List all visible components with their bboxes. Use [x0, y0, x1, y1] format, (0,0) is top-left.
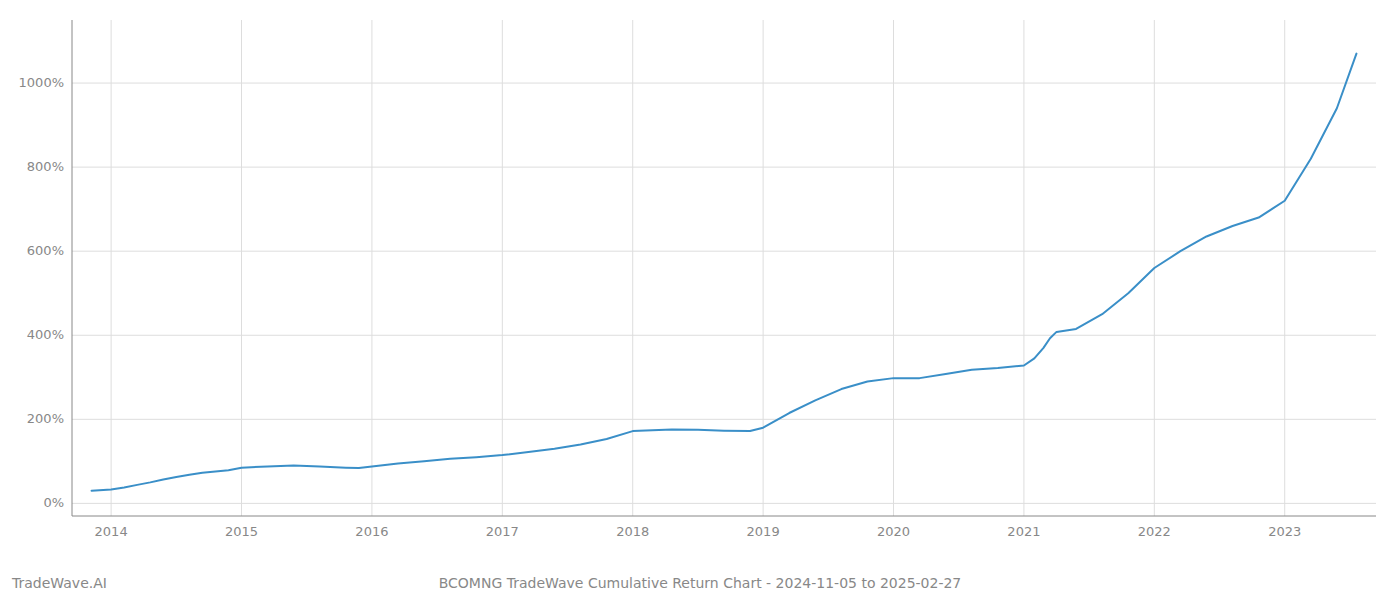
x-grid-line — [1284, 20, 1285, 516]
x-axis-line — [72, 516, 1376, 517]
x-tick-label: 2019 — [747, 524, 780, 539]
x-tick-label: 2015 — [225, 524, 258, 539]
y-tick-label: 600% — [27, 243, 64, 258]
x-grid-line — [241, 20, 242, 516]
x-grid-line — [502, 20, 503, 516]
watermark: TradeWave.AI — [11, 575, 107, 591]
x-tick-label: 2023 — [1268, 524, 1301, 539]
x-tick-label: 2014 — [95, 524, 128, 539]
plot-area — [92, 54, 1357, 491]
chart: 0% 200% 400% 600% 800% 1000% 2014 2015 2016 2017 2… — [0, 0, 1400, 600]
x-tick-label: 2020 — [877, 524, 910, 539]
y-axis-line — [72, 20, 73, 516]
y-grid-line — [72, 83, 1376, 84]
x-tick-label: 2018 — [616, 524, 649, 539]
y-tick-label: 200% — [27, 411, 64, 426]
y-tick-label: 400% — [27, 327, 64, 342]
y-grid-line — [72, 503, 1376, 504]
x-tick-label: 2016 — [355, 524, 388, 539]
x-tick-label: 2017 — [486, 524, 519, 539]
x-grid-line — [1023, 20, 1024, 516]
y-tick-label: 1000% — [19, 75, 64, 90]
x-grid-line — [893, 20, 894, 516]
x-grid-line — [763, 20, 764, 516]
grid — [72, 20, 1376, 516]
x-grid-line — [371, 20, 372, 516]
y-tick-label: 0% — [43, 495, 64, 510]
x-grid-line — [632, 20, 633, 516]
x-tick-label: 2022 — [1138, 524, 1171, 539]
y-grid-line — [72, 419, 1376, 420]
y-tick-label: 800% — [27, 159, 64, 174]
x-tick-label: 2021 — [1007, 524, 1040, 539]
y-grid-line — [72, 167, 1376, 168]
texts: BCOMNG TradeWave Cumulative Return Chart… — [11, 575, 961, 591]
title: BCOMNG TradeWave Cumulative Return Chart… — [439, 575, 962, 591]
x-grid-line — [111, 20, 112, 516]
y-grid-line — [72, 335, 1376, 336]
data-line — [92, 54, 1357, 491]
axes: 0% 200% 400% 600% 800% 1000% 2014 2015 2016 2017 2… — [19, 20, 1376, 539]
